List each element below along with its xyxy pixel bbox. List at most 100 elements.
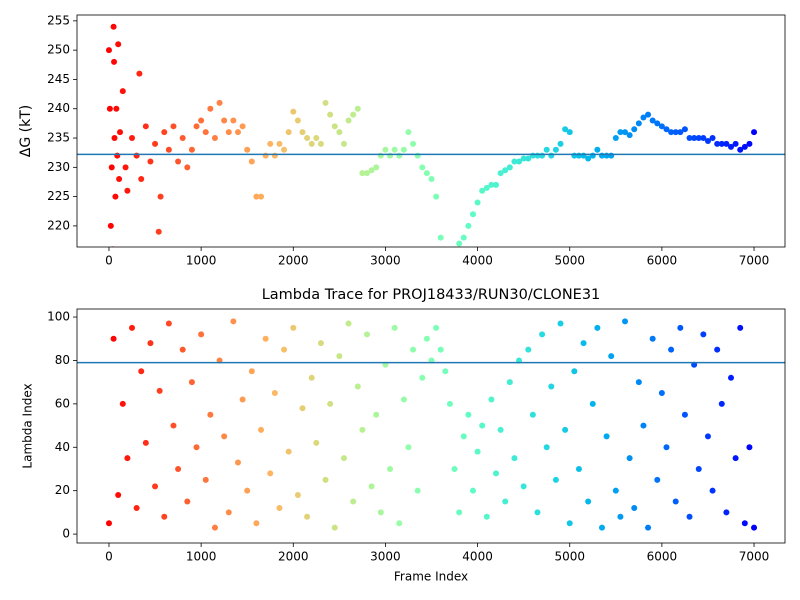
y-tick-label: 245 [47, 72, 70, 86]
point [447, 258, 453, 264]
point [446, 400, 453, 407]
x-tick-label: 0 [105, 254, 113, 268]
point [105, 520, 112, 527]
y-tick-label: 100 [47, 310, 70, 324]
point [451, 465, 458, 472]
point [119, 400, 126, 407]
point [626, 455, 633, 462]
point [170, 422, 177, 429]
point [116, 176, 123, 183]
point [165, 146, 172, 153]
point [677, 324, 684, 331]
point [552, 476, 559, 483]
point [654, 120, 661, 127]
point [575, 465, 582, 472]
point [331, 123, 338, 130]
point [262, 152, 269, 159]
point [147, 158, 154, 165]
x-tick-label: 2000 [278, 550, 309, 564]
point [271, 390, 278, 397]
point [276, 140, 283, 147]
point [129, 324, 136, 331]
point [423, 170, 430, 177]
point [111, 135, 118, 142]
point [271, 152, 278, 159]
point [184, 164, 191, 171]
point [198, 117, 205, 124]
point [548, 383, 555, 390]
point [649, 117, 656, 124]
point [285, 448, 292, 455]
point [281, 146, 288, 153]
point [502, 167, 509, 174]
point [234, 129, 241, 136]
point [221, 433, 228, 440]
point [387, 465, 394, 472]
point [497, 170, 504, 177]
point [456, 509, 463, 516]
x-axis-label: Frame Index [394, 570, 468, 584]
point [157, 193, 164, 200]
y-tick-label: 255 [47, 13, 70, 27]
point [603, 433, 610, 440]
point [354, 105, 361, 112]
point [405, 444, 412, 451]
point [672, 129, 679, 136]
point [124, 187, 131, 194]
point [686, 513, 693, 520]
point [663, 444, 670, 451]
point [645, 111, 652, 118]
point [114, 152, 121, 159]
point [631, 126, 638, 133]
point [308, 374, 315, 381]
point [211, 524, 218, 531]
point [423, 335, 430, 342]
point [714, 140, 721, 147]
y-tick-label: 20 [55, 483, 70, 497]
point [585, 155, 592, 162]
point [207, 105, 214, 112]
point [686, 135, 693, 142]
point [483, 513, 490, 520]
point [322, 476, 329, 483]
point [668, 346, 675, 353]
point [179, 346, 186, 353]
point [364, 170, 371, 177]
point [580, 340, 587, 347]
point [727, 374, 734, 381]
point [525, 155, 532, 162]
point [654, 476, 661, 483]
point [700, 331, 707, 338]
y-tick-label: 220 [47, 218, 70, 232]
point [460, 234, 467, 241]
x-tick-label: 0 [105, 550, 113, 564]
point [543, 146, 550, 153]
point [649, 335, 656, 342]
point [136, 70, 143, 77]
point [410, 140, 417, 147]
point [216, 99, 223, 106]
point [741, 143, 748, 150]
point [258, 426, 265, 433]
point [525, 346, 532, 353]
axes-frame [76, 308, 786, 544]
point [253, 520, 260, 527]
plot-area [77, 318, 785, 531]
point [368, 483, 375, 490]
point [179, 135, 186, 142]
point [442, 368, 449, 375]
point [225, 129, 232, 136]
point [285, 129, 292, 136]
point [562, 426, 569, 433]
point [364, 331, 371, 338]
point [107, 222, 114, 229]
point [709, 135, 716, 142]
point [119, 88, 126, 95]
y-tick-label: 235 [47, 131, 70, 145]
point [327, 400, 334, 407]
point [589, 152, 596, 159]
point [133, 505, 140, 512]
point [681, 411, 688, 418]
point [700, 135, 707, 142]
point [534, 509, 541, 516]
